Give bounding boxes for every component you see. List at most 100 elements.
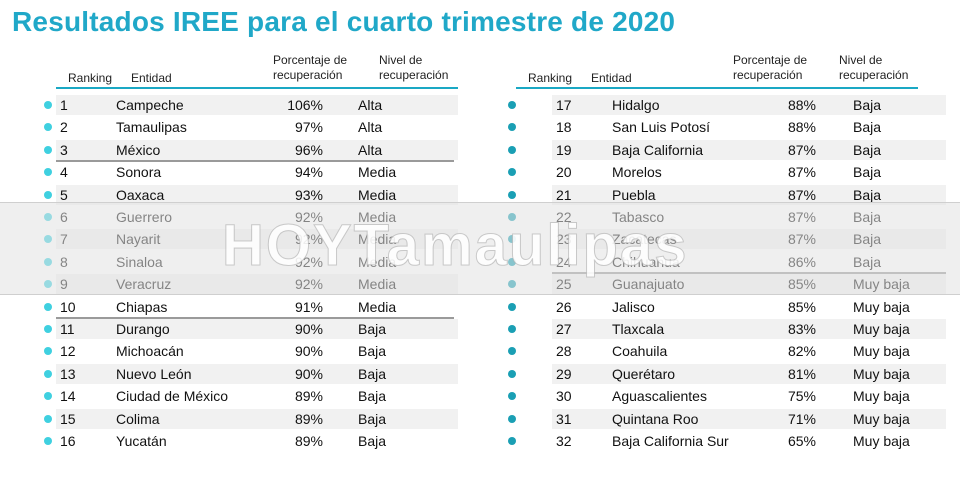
header-nivel: Nivel de recuperación: [839, 53, 909, 82]
bullet-dot-icon: [508, 437, 516, 445]
bullet-dot-icon: [44, 437, 52, 445]
percent-cell: 81%: [787, 365, 816, 382]
rank-cell: 10: [60, 298, 76, 315]
row-shade: [552, 408, 946, 429]
entity-cell: Tlaxcala: [612, 321, 665, 337]
rank-cell: 2: [60, 119, 68, 136]
percent-cell: 89%: [294, 410, 323, 427]
row-shade: [552, 184, 946, 205]
entity-cell: Hidalgo: [612, 97, 660, 113]
table-row: 15 Colima 89% Baja: [40, 408, 480, 430]
bullet-dot-icon: [44, 101, 52, 109]
row-shade: [552, 139, 946, 160]
rank-cell: 13: [60, 365, 76, 382]
table-row: 28 Coahuila 82% Muy baja: [500, 340, 940, 362]
level-cell: Baja: [358, 388, 387, 405]
rank-cell: 11: [60, 321, 75, 337]
rank-cell: 18: [556, 119, 572, 136]
row-shade: [56, 363, 458, 384]
percent-cell: 87%: [787, 164, 816, 181]
rank-cell: 16: [60, 433, 76, 449]
level-cell: Baja: [358, 343, 387, 360]
rank-cell: 21: [556, 186, 572, 203]
entity-cell: Michoacán: [116, 343, 184, 360]
watermark-band: [0, 202, 960, 294]
entity-cell: Sonora: [116, 164, 162, 181]
table-row: 26 Jalisco 85% Muy baja: [500, 296, 940, 318]
page-title: Resultados IREE para el cuarto trimestre…: [12, 6, 676, 37]
percent-cell: 71%: [787, 410, 816, 427]
percent-cell: 96%: [294, 141, 323, 158]
percent-cell: 75%: [787, 388, 816, 405]
bullet-dot-icon: [44, 414, 52, 423]
table-row: 20 Morelos 87% Baja: [500, 161, 940, 183]
table-row: 32 Baja California Sur 65% Muy baja: [500, 430, 940, 452]
table-row: 12 Michoacán 90% Baja: [40, 340, 480, 362]
entity-cell: México: [116, 141, 161, 158]
entity-cell: Oaxaca: [116, 186, 165, 203]
entity-cell: Morelos: [612, 164, 662, 181]
percent-cell: 106%: [287, 97, 323, 113]
row-shade: [56, 408, 458, 429]
group-separator: [56, 317, 454, 319]
rank-cell: 20: [556, 164, 572, 181]
entity-cell: Baja California Sur: [612, 433, 729, 449]
percent-cell: 89%: [294, 388, 323, 405]
rank-cell: 30: [556, 388, 572, 405]
percent-cell: 90%: [294, 321, 323, 337]
entity-cell: Jalisco: [612, 298, 655, 315]
bullet-dot-icon: [508, 369, 516, 378]
level-cell: Muy baja: [853, 298, 910, 315]
level-cell: Alta: [358, 97, 383, 113]
table-row: 5 Oaxaca 93% Media: [40, 184, 480, 206]
table-row: 30 Aguascalientes 75% Muy baja: [500, 385, 940, 407]
entity-cell: Quintana Roo: [612, 410, 699, 427]
bullet-dot-icon: [508, 302, 516, 311]
rank-cell: 1: [60, 97, 68, 113]
row-shade: [56, 319, 458, 339]
entity-cell: Puebla: [612, 186, 656, 203]
level-cell: Muy baja: [853, 410, 910, 427]
bullet-dot-icon: [44, 168, 52, 177]
rank-cell: 14: [60, 388, 76, 405]
row-shade: [552, 363, 946, 384]
header-porcentaje: Porcentaje de recuperación: [273, 53, 348, 82]
table-row: 1 Campeche 106% Alta: [40, 94, 480, 116]
level-cell: Baja: [853, 164, 882, 181]
entity-cell: Aguascalientes: [612, 388, 707, 405]
bullet-dot-icon: [508, 392, 516, 401]
percent-cell: 83%: [787, 321, 816, 337]
row-shade: [552, 319, 946, 339]
level-cell: Muy baja: [853, 433, 910, 449]
level-cell: Baja: [358, 321, 387, 337]
level-cell: Muy baja: [853, 388, 910, 405]
watermark-logo: HOYTamaulipas: [222, 213, 689, 279]
percent-cell: 94%: [294, 164, 323, 181]
entity-cell: Ciudad de México: [116, 388, 229, 405]
percent-cell: 82%: [787, 343, 816, 360]
bullet-dot-icon: [508, 347, 516, 356]
level-cell: Baja: [853, 97, 882, 113]
bullet-dot-icon: [508, 145, 516, 154]
bullet-dot-icon: [508, 101, 516, 109]
header-porcentaje: Porcentaje de recuperación: [733, 53, 808, 82]
bullet-dot-icon: [508, 325, 516, 333]
rank-cell: 4: [60, 164, 68, 181]
rank-cell: 28: [556, 343, 572, 360]
level-cell: Baja: [853, 186, 882, 203]
bullet-dot-icon: [44, 302, 52, 311]
table-row: 27 Tlaxcala 83% Muy baja: [500, 318, 946, 340]
table-row: 29 Querétaro 81% Muy baja: [500, 363, 946, 385]
band-border-bottom: [0, 294, 960, 295]
table-row: 17 Hidalgo 88% Baja: [500, 94, 946, 116]
header-nivel: Nivel de recuperación: [379, 53, 449, 82]
rank-cell: 15: [60, 410, 76, 427]
rank-cell: 3: [60, 141, 68, 158]
bullet-dot-icon: [44, 145, 52, 154]
level-cell: Baja: [853, 119, 882, 136]
group-separator: [56, 160, 454, 163]
entity-cell: Coahuila: [612, 343, 668, 360]
percent-cell: 88%: [787, 97, 816, 113]
table-row: 16 Yucatán 89% Baja: [40, 430, 480, 452]
header-entidad: Entidad: [131, 71, 172, 85]
